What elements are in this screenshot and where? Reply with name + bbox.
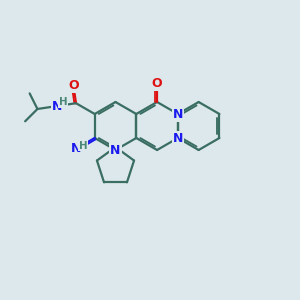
Text: N: N xyxy=(71,142,82,155)
Text: O: O xyxy=(68,80,79,92)
Text: H: H xyxy=(79,140,87,151)
Text: O: O xyxy=(152,77,162,90)
Text: N: N xyxy=(110,143,121,157)
Text: H: H xyxy=(59,98,68,107)
Text: N: N xyxy=(52,100,62,112)
Text: N: N xyxy=(173,107,183,121)
Text: N: N xyxy=(173,131,183,145)
